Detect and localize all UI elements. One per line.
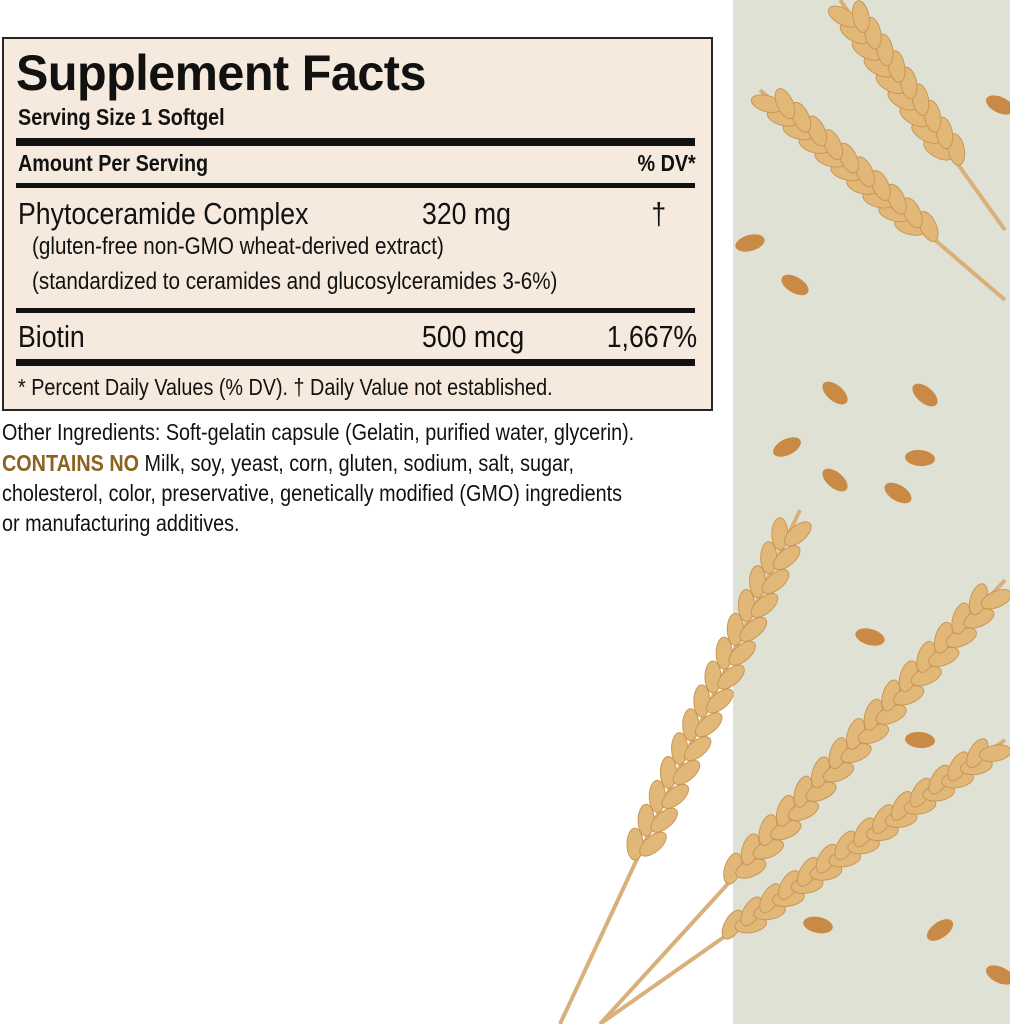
wheat-kernel — [637, 803, 655, 837]
wheat-kernel — [693, 684, 711, 718]
wheat-kernel — [870, 170, 891, 201]
wheat-kernel — [760, 541, 778, 575]
wheat-grain — [822, 468, 848, 492]
wheat-kernel — [706, 688, 734, 714]
wheat-kernel — [761, 569, 790, 595]
wheat-kernel — [749, 565, 767, 599]
wheat-kernel — [726, 612, 744, 646]
divider — [16, 138, 695, 146]
ingredient-note: (standardized to ceramides and glucosylc… — [32, 268, 558, 295]
panel-title: Supplement Facts — [16, 45, 426, 101]
wheat-kernel — [717, 664, 745, 690]
wheat-grain — [985, 965, 1010, 985]
wheat-grain — [884, 482, 912, 504]
ingredient-name: Biotin — [18, 319, 85, 354]
divider — [16, 308, 695, 313]
dv-header: % DV* — [637, 150, 696, 176]
ingredient-dv: † — [651, 196, 666, 231]
wheat-kernel — [728, 640, 756, 666]
wheat-kernel — [784, 521, 812, 547]
ingredient-dv: 1,667% — [606, 319, 697, 354]
wheat-grain — [926, 919, 954, 941]
wheat-kernel — [737, 588, 755, 622]
ingredient-amount: 320 mg — [422, 196, 511, 231]
wheat-grain — [803, 916, 833, 934]
supplement-facts-panel — [2, 37, 713, 411]
wheat-kernel — [682, 708, 700, 742]
footnote: * Percent Daily Values (% DV). † Daily V… — [18, 374, 553, 400]
wheat-kernel — [917, 211, 939, 242]
divider — [16, 183, 695, 188]
ingredient-amount: 500 mcg — [422, 319, 525, 354]
wheat-kernel — [648, 779, 666, 813]
wheat-kernel — [838, 142, 859, 174]
wheat-grain — [781, 274, 809, 296]
ingredient-name: Phytoceramide Complex — [18, 196, 309, 231]
wheat-kernel — [750, 592, 779, 618]
wheat-kernel — [650, 807, 678, 833]
wheat-kernel — [704, 660, 722, 694]
wheat-kernel — [772, 545, 801, 571]
contains-no-line: CONTAINS NO Milk, soy, yeast, corn, glut… — [2, 450, 574, 477]
amount-per-serving-label: Amount Per Serving — [18, 150, 209, 176]
wheat-kernel — [715, 636, 733, 670]
contains-no-label: CONTAINS NO — [2, 450, 139, 476]
wheat-kernel — [978, 744, 1010, 763]
wheat-kernel — [626, 827, 644, 861]
wheat-kernel — [639, 831, 667, 857]
wheat-kernel — [671, 732, 689, 766]
ingredient-note: (gluten-free non-GMO wheat-derived extra… — [32, 233, 444, 260]
wheat-grain — [905, 731, 935, 749]
wheat-grain — [735, 234, 765, 252]
wheat-kernel — [852, 0, 870, 33]
wheat-grain — [905, 449, 935, 467]
wheat-grain — [912, 383, 938, 407]
wheat-kernel — [661, 783, 690, 809]
wheat-kernel — [694, 712, 723, 738]
wheat-grain — [985, 95, 1010, 115]
wheat-kernel — [822, 129, 844, 161]
wheat-kernel — [659, 756, 677, 790]
wheat-kernel — [806, 115, 828, 147]
wheat-kernel — [771, 517, 789, 551]
divider — [16, 359, 695, 366]
serving-size: Serving Size 1 Softgel — [18, 104, 225, 130]
contains-no-text: or manufacturing additives. — [2, 510, 240, 536]
contains-no-text: cholesterol, color, preservative, geneti… — [2, 480, 623, 506]
wheat-kernel — [739, 616, 768, 642]
wheat-kernel — [683, 736, 712, 762]
wheat-kernel — [886, 183, 907, 215]
wheat-kernel — [980, 589, 1010, 610]
contains-no-text: Milk, soy, yeast, corn, gluten, sodium, … — [138, 450, 574, 476]
wheat-kernel — [774, 88, 796, 120]
wheat-grain — [773, 437, 801, 457]
wheat-kernel — [790, 101, 812, 133]
other-ingredients: Other Ingredients: Soft-gelatin capsule … — [2, 419, 635, 445]
wheat-grain — [822, 381, 848, 405]
wheat-kernel — [901, 197, 923, 229]
wheat-grain — [855, 628, 885, 646]
wheat-kernel — [854, 156, 875, 188]
wheat-kernel — [672, 760, 701, 785]
